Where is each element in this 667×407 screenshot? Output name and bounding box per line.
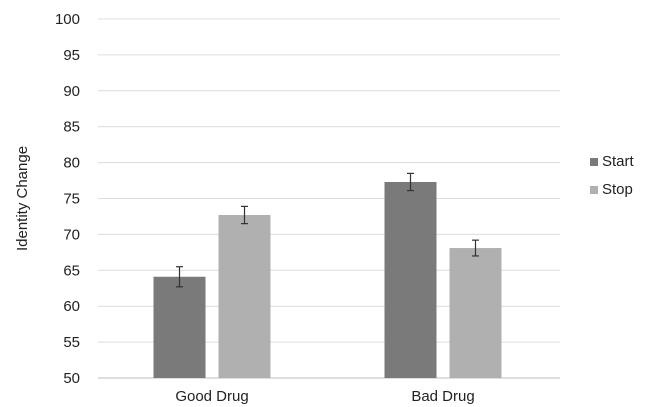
bar-stop-bad-drug	[449, 248, 502, 378]
y-tick-65: 65	[63, 262, 80, 279]
y-tick-50: 50	[63, 370, 80, 387]
legend-label-start: Start	[602, 153, 635, 170]
y-tick-75: 75	[63, 191, 80, 208]
y-tick-85: 85	[63, 119, 80, 136]
category-labels: Good Drug Bad Drug	[175, 388, 474, 405]
bar-start-good-drug	[153, 276, 206, 378]
y-axis-label: Identity Change	[14, 146, 31, 251]
bars	[153, 181, 502, 378]
y-tick-80: 80	[63, 155, 80, 172]
y-tick-70: 70	[63, 226, 80, 243]
legend-swatch-start	[590, 158, 598, 166]
y-tick-100: 100	[55, 11, 80, 28]
legend: Start Stop	[590, 153, 635, 198]
y-tick-60: 60	[63, 298, 80, 315]
y-tick-55: 55	[63, 334, 80, 351]
bar-stop-good-drug	[218, 215, 271, 378]
y-tick-labels: 50 55 60 65 70 75 80 85 90 95 100	[55, 11, 80, 387]
y-tick-95: 95	[63, 47, 80, 64]
bar-start-bad-drug	[384, 181, 437, 378]
legend-label-stop: Stop	[602, 181, 633, 198]
legend-swatch-stop	[590, 186, 598, 194]
error-bars	[176, 172, 479, 288]
x-category-label: Bad Drug	[411, 388, 474, 405]
x-category-label: Good Drug	[175, 388, 248, 405]
y-tick-90: 90	[63, 83, 80, 100]
